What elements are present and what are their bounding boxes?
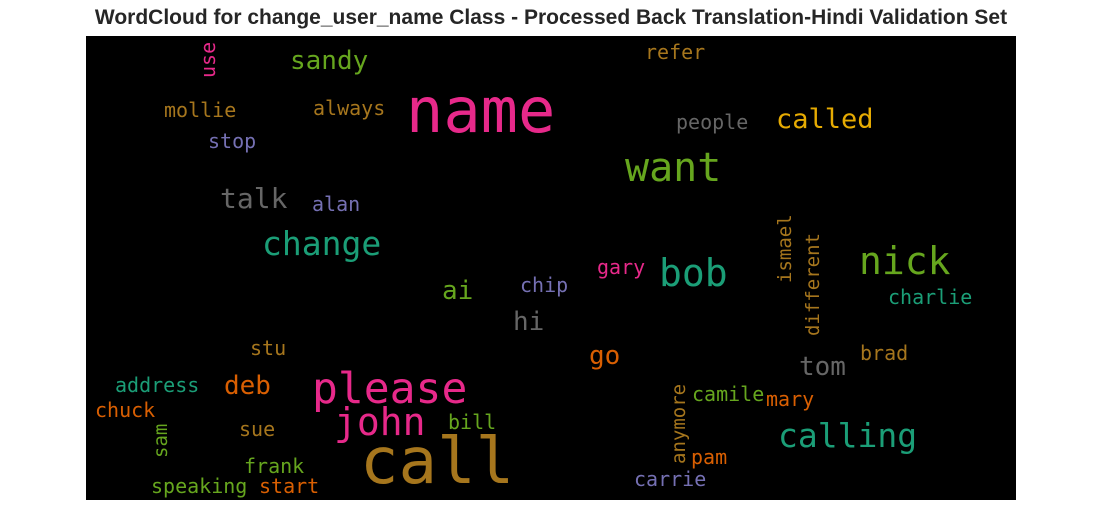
word-always: always [313,96,386,120]
word-sam: sam [150,423,172,458]
word-bob: bob [659,251,728,295]
word-talk: talk [220,182,288,215]
word-mary: mary [766,387,815,411]
word-alan: alan [312,192,361,216]
word-call: call [360,425,515,499]
word-please: please [312,364,468,414]
word-chuck: chuck [95,398,156,422]
word-sue: sue [239,417,276,441]
word-frank: frank [244,454,305,478]
word-camile: camile [692,382,765,406]
word-mollie: mollie [164,98,237,122]
word-charlie: charlie [888,285,973,309]
word-hi: hi [513,307,545,337]
word-name: name [406,74,556,147]
word-people: people [676,110,749,134]
word-tom: tom [799,352,846,382]
word-start: start [259,474,320,498]
word-refer: refer [645,40,706,64]
word-carrie: carrie [634,467,707,491]
word-want: want [625,145,722,191]
word-anymore: anymore [668,383,690,464]
word-brad: brad [860,341,909,365]
word-nick: nick [859,239,951,283]
word-use: use [196,41,220,78]
word-pam: pam [691,445,728,469]
word-sandy: sandy [290,46,369,76]
word-ai: ai [442,276,474,306]
word-calling: calling [778,416,918,455]
word-stop: stop [208,129,257,153]
word-go: go [589,341,621,371]
word-bill: bill [448,410,497,434]
word-different: different [802,233,824,336]
word-change: change [262,224,382,263]
word-called: called [776,104,874,135]
word-chip: chip [520,273,569,297]
word-cloud: name call please want john nick bob call… [86,36,1016,500]
chart-title: WordCloud for change_user_name Class - P… [94,6,1008,29]
word-gary: gary [597,255,646,279]
word-ismael: ismael [774,214,796,283]
word-speaking: speaking [151,474,248,498]
word-address: address [115,373,200,397]
word-stu: stu [250,336,287,360]
word-john: john [334,400,426,444]
word-deb: deb [224,371,271,401]
